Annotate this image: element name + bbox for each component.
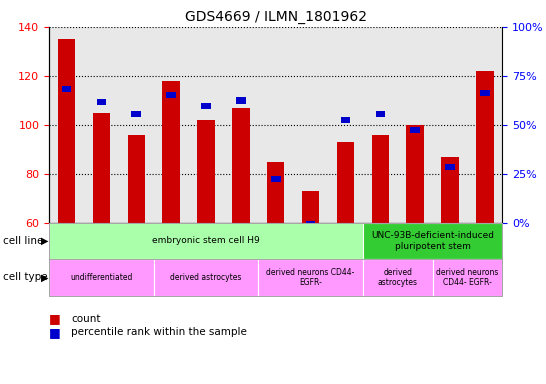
Bar (376, 111, 385, 117)
Bar (167, 91, 176, 98)
Bar (441, 157, 459, 223)
Bar (93, 113, 110, 223)
Text: undifferentiated: undifferentiated (70, 273, 133, 282)
Text: derived astrocytes: derived astrocytes (170, 273, 242, 282)
Bar (445, 164, 455, 170)
Text: derived
astrocytes: derived astrocytes (378, 268, 418, 287)
Text: ▶: ▶ (41, 272, 49, 283)
Bar (341, 117, 350, 123)
Text: derived neurons
CD44- EGFR-: derived neurons CD44- EGFR- (436, 268, 498, 287)
Bar (232, 108, 250, 223)
Bar (337, 142, 354, 223)
Bar (306, 221, 316, 227)
Bar (480, 89, 490, 96)
Bar (128, 134, 145, 223)
Bar (201, 103, 211, 109)
Bar (97, 99, 106, 106)
Text: UNC-93B-deficient-induced
pluripotent stem: UNC-93B-deficient-induced pluripotent st… (371, 231, 494, 251)
Text: cell line: cell line (3, 236, 43, 246)
Bar (58, 39, 75, 223)
Text: percentile rank within the sample: percentile rank within the sample (71, 327, 247, 337)
Bar (163, 81, 180, 223)
Bar (132, 111, 141, 117)
Bar (476, 71, 494, 223)
Bar (267, 162, 284, 223)
Bar (62, 86, 72, 92)
Text: ▶: ▶ (41, 236, 49, 246)
Text: count: count (71, 314, 100, 324)
Text: ■: ■ (49, 312, 61, 325)
Bar (406, 125, 424, 223)
Bar (372, 134, 389, 223)
Bar (197, 120, 215, 223)
Bar (236, 98, 246, 104)
Text: derived neurons CD44-
EGFR-: derived neurons CD44- EGFR- (266, 268, 355, 287)
Text: cell type: cell type (3, 272, 48, 283)
Title: GDS4669 / ILMN_1801962: GDS4669 / ILMN_1801962 (185, 10, 367, 25)
Text: ■: ■ (49, 326, 61, 339)
Bar (302, 191, 319, 223)
Bar (411, 127, 420, 133)
Bar (271, 176, 281, 182)
Text: embryonic stem cell H9: embryonic stem cell H9 (152, 237, 260, 245)
